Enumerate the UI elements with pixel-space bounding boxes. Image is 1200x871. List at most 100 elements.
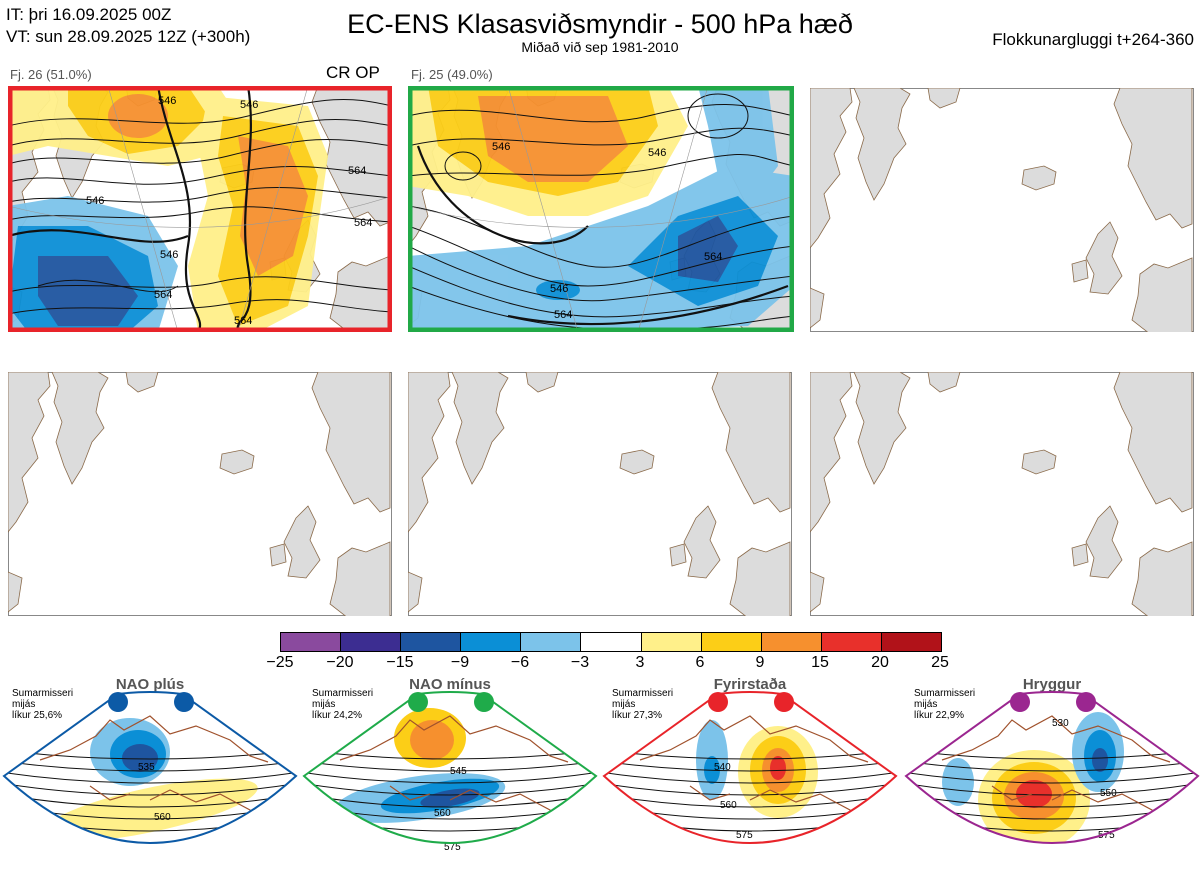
colorbar-swatch xyxy=(881,633,942,651)
lat-lon-grid xyxy=(8,86,392,332)
regime-probability: líkur 25,6% xyxy=(12,710,63,721)
page-subtitle: Miðað við sep 1981-2010 xyxy=(521,39,679,55)
colorbar-tick-label: 15 xyxy=(811,654,829,671)
regime-name: Hryggur xyxy=(1022,676,1082,693)
regime-map: 545 560 575 xyxy=(302,691,598,853)
colorbar-tick-label: −6 xyxy=(510,654,530,671)
contour-label: 546 xyxy=(492,141,510,153)
regime-name: Fyrirstaða xyxy=(713,676,787,693)
panel-1-label: Fj. 26 (51.0%) xyxy=(10,67,92,82)
regime-type: mijás xyxy=(12,699,36,710)
cluster-border xyxy=(408,86,794,332)
colorbar-tick-label: −15 xyxy=(386,654,414,671)
valid-time: VT: sun 28.09.2025 12Z (+300h) xyxy=(6,27,251,46)
colorbar-tick-label: −9 xyxy=(450,654,470,671)
colorbar-tick-label: −25 xyxy=(266,654,294,671)
contour-label: 560 xyxy=(154,812,171,823)
panel-2-label: Fj. 25 (49.0%) xyxy=(411,67,493,82)
contour-label: 530 xyxy=(1052,718,1069,729)
regime-marker xyxy=(708,692,728,712)
regime-map: 530 550 575 xyxy=(904,691,1200,844)
cluster-border xyxy=(8,86,392,332)
contour-label: 546 xyxy=(86,195,104,207)
contour-label: 546 xyxy=(158,95,176,107)
cluster-map-1: 546 546 564 546 546 564 564 564 xyxy=(8,86,392,332)
regime-map: 535 560 xyxy=(2,691,298,844)
regime-marker xyxy=(108,692,128,712)
height-contours xyxy=(8,86,392,332)
cluster-map-2: 546 546 546 564 564 xyxy=(408,86,794,332)
colorbar-swatch xyxy=(521,633,582,651)
anomaly-fields xyxy=(8,86,328,332)
regime-marker xyxy=(408,692,428,712)
colorbar-swatches xyxy=(280,632,942,652)
contour-label: 546 xyxy=(160,249,178,261)
page-title: EC-ENS Klasasviðsmyndir - 500 hPa hæð xyxy=(347,9,853,39)
contour-label: 545 xyxy=(450,766,467,777)
contour-label: 560 xyxy=(720,800,737,811)
contour-label: 575 xyxy=(1098,830,1115,841)
anomaly-colorbar: −25 −20 −15 −9 −6 −3 3 6 9 15 20 25 xyxy=(266,632,949,671)
regime-type: mijás xyxy=(312,699,336,710)
regime-name: NAO plús xyxy=(115,676,185,693)
colorbar-tick-label: 3 xyxy=(635,654,645,671)
colorbar-tick-label: 25 xyxy=(931,654,949,671)
regime-probability: líkur 24,2% xyxy=(312,710,363,721)
init-time: IT: þri 16.09.2025 00Z xyxy=(6,5,172,24)
header-times: IT: þri 16.09.2025 00Z VT: sun 28.09.202… xyxy=(6,4,250,48)
contour-label: 550 xyxy=(1100,788,1117,799)
regime-info: Sumarmisseri mijás líkur 25,6% xyxy=(12,688,73,721)
regime-name: NAO mínus xyxy=(409,676,491,693)
colorbar-swatch xyxy=(401,633,462,651)
regime-season: Sumarmisseri xyxy=(612,688,674,699)
colorbar-tick-label: −20 xyxy=(326,654,354,671)
contour-label: 564 xyxy=(704,251,722,263)
regime-season: Sumarmisseri xyxy=(12,688,74,699)
regime-probability: líkur 27,3% xyxy=(612,710,663,721)
regime-map: 540 560 575 xyxy=(602,691,898,844)
contour-label: 564 xyxy=(234,315,252,327)
colorbar-swatch xyxy=(641,633,702,651)
contour-label: 564 xyxy=(354,217,372,229)
colorbar-tick-label: 20 xyxy=(871,654,889,671)
regime-type: mijás xyxy=(612,699,636,710)
colorbar-swatch xyxy=(281,633,342,651)
regime-marker xyxy=(1010,692,1030,712)
regime-info: Sumarmisseri mijás líkur 22,9% xyxy=(914,688,975,721)
colorbar-swatch xyxy=(701,633,762,651)
colorbar-swatch xyxy=(341,633,402,651)
contour-label: 564 xyxy=(348,165,366,177)
colorbar-swatch xyxy=(461,633,522,651)
empty-map-4 xyxy=(8,372,392,616)
empty-map-6 xyxy=(810,372,1194,616)
anomaly-fields xyxy=(408,86,794,332)
colorbar-tick-label: 9 xyxy=(755,654,765,671)
empty-map-3 xyxy=(810,88,1194,332)
regime-info: Sumarmisseri mijás líkur 27,3% xyxy=(612,688,673,721)
contour-label: 575 xyxy=(444,842,461,853)
regime-season: Sumarmisseri xyxy=(914,688,976,699)
regime-marker xyxy=(474,692,494,712)
empty-map-5 xyxy=(408,372,792,616)
contour-label: 560 xyxy=(434,808,451,819)
regime-season: Sumarmisseri xyxy=(312,688,374,699)
colorbar-swatch xyxy=(821,633,882,651)
regime-marker xyxy=(1076,692,1096,712)
contour-label: 564 xyxy=(554,309,572,321)
contour-label: 535 xyxy=(138,762,155,773)
regime-marker xyxy=(174,692,194,712)
contour-label: 546 xyxy=(240,99,258,111)
lat-lon-grid xyxy=(408,86,794,332)
regime-type: mijás xyxy=(914,699,938,710)
contour-label: 546 xyxy=(648,147,666,159)
contour-label: 564 xyxy=(154,289,172,301)
colorbar-tick-label: −3 xyxy=(570,654,590,671)
contour-label: 540 xyxy=(714,762,731,773)
panel-1-flag: CR OP xyxy=(326,63,380,82)
regime-marker xyxy=(774,692,794,712)
colorbar-ticks: −25 −20 −15 −9 −6 −3 3 6 9 15 20 25 xyxy=(266,654,948,672)
height-contours xyxy=(408,93,794,331)
window-label: Flokkunargluggi t+264-360 xyxy=(992,30,1194,49)
colorbar-tick-label: 6 xyxy=(695,654,705,671)
regime-probability: líkur 22,9% xyxy=(914,710,965,721)
